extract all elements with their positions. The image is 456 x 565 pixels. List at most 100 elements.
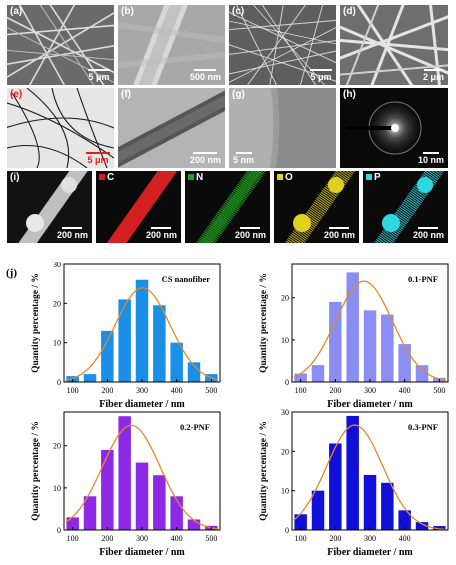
x-tick-label: 500 (205, 386, 217, 395)
x-axis-label: Fiber diameter / nm (327, 547, 413, 558)
y-tick-label: 10 (53, 484, 61, 493)
histogram-bar (135, 462, 149, 530)
eds-fiber-c (106, 171, 178, 243)
y-tick-label: 10 (53, 339, 61, 348)
sem-fiber-b (118, 5, 225, 85)
histogram-bar (363, 310, 377, 382)
scale-bar: 5 nm (233, 152, 254, 165)
eds-map-o: O 200 nm (274, 171, 359, 243)
histogram-bar (101, 330, 114, 382)
chart-title: 0.2-PNF (180, 422, 210, 432)
y-tick-label: 20 (53, 442, 61, 451)
chart-title: CS nanofiber (162, 274, 211, 284)
scale-bar: 5 μm (88, 69, 110, 82)
panel-label: (f) (121, 89, 131, 100)
panel-label: (i) (10, 172, 20, 183)
x-tick-label: 400 (399, 534, 411, 543)
histogram-bar (398, 510, 411, 530)
histogram-bar (153, 475, 166, 530)
scale-bar: 10 nm (418, 152, 444, 165)
y-tick-label: 10 (281, 336, 289, 345)
y-tick-label: 10 (281, 487, 289, 496)
histogram-bar (118, 299, 131, 382)
histogram-bar (118, 416, 131, 530)
gaussian-fit-line (65, 424, 219, 530)
x-tick-label: 400 (171, 386, 183, 395)
y-axis-label: Quantity percentage / % (31, 421, 41, 521)
histogram-bar (170, 496, 183, 530)
y-tick-label: 0 (57, 378, 61, 387)
scale-bar: 5 μm (310, 69, 332, 82)
hrtem-texture-g (229, 88, 280, 168)
histogram-figure: (j) 100 200 300 400 500 0 10 20 30 CS nanofiber Fi… (0, 260, 456, 560)
x-tick-label: 100 (295, 386, 307, 395)
x-tick-label: 500 (433, 386, 445, 395)
x-tick-label: 200 (101, 386, 113, 395)
histogram-bar (83, 374, 97, 382)
scale-bar: 200 nm (235, 227, 266, 240)
histogram-bar (187, 362, 201, 382)
histogram-bar (346, 272, 359, 382)
y-tick-label: 20 (53, 299, 61, 308)
histogram-bar (311, 365, 325, 382)
x-tick-label: 100 (67, 534, 79, 543)
sem-panel-b: (b) 500 nm (118, 5, 225, 85)
panel-label: (g) (232, 89, 245, 100)
histogram-bar (187, 519, 201, 530)
histogram-bar (381, 314, 394, 382)
histogram-bar (415, 522, 429, 530)
histogram-bar (415, 365, 429, 382)
panel-label: (c) (232, 6, 245, 17)
sem-fibers-a (7, 5, 114, 85)
element-label: O (277, 172, 293, 183)
stem-panel-i: (i) 200 nm (7, 171, 92, 243)
x-tick-label: 100 (67, 386, 79, 395)
panel-label: (e) (10, 89, 23, 100)
gaussian-fit-line (293, 424, 447, 531)
tem-fiber-f (118, 90, 225, 168)
x-axis-label: Fiber diameter / nm (327, 399, 413, 410)
histogram-bar (101, 449, 114, 530)
panel-label-j: (j) (6, 267, 17, 279)
tem-panel-e: (e) 5 μm (7, 88, 114, 168)
tem-fibers-e (7, 88, 114, 168)
chart-title: 0.1-PNF (408, 274, 438, 284)
histogram-bar (329, 443, 342, 530)
x-axis-label: Fiber diameter / nm (99, 399, 185, 410)
histogram-bar (363, 474, 377, 530)
histogram-bar (381, 482, 394, 530)
element-label: P (366, 172, 381, 183)
y-axis-label: Quantity percentage / % (259, 273, 269, 373)
eds-map-c: C 200 nm (96, 171, 181, 243)
scale-bar: 200 nm (57, 227, 88, 240)
histogram-bar (170, 342, 183, 382)
y-tick-label: 30 (281, 408, 289, 417)
panel-label: (d) (343, 6, 356, 17)
y-tick-label: 30 (53, 262, 61, 269)
panel-label: (b) (121, 6, 134, 17)
histogram-bar (398, 344, 411, 382)
hrtem-panel-g: (g) 5 nm (229, 88, 336, 168)
histogram-bar (83, 496, 97, 530)
eds-fiber-o (284, 171, 356, 243)
scale-bar: 200 nm (413, 227, 444, 240)
sem-panel-c: (c) 5 μm (229, 5, 336, 85)
histogram-bar (294, 373, 307, 382)
y-axis-label: Quantity percentage / % (31, 273, 41, 373)
x-tick-label: 300 (364, 386, 376, 395)
y-axis-label: Quantity percentage / % (259, 421, 269, 521)
panel-label: (a) (10, 6, 23, 17)
histogram-bar (329, 301, 342, 382)
histogram-bar (66, 517, 79, 530)
sem-fibers-d (340, 5, 448, 85)
x-tick-label: 300 (136, 534, 148, 543)
chart-title: 0.3-PNF (408, 422, 438, 432)
histogram-bar (311, 490, 325, 530)
scale-bar: 2 μm (423, 69, 444, 82)
x-tick-label: 400 (399, 386, 411, 395)
sem-panel-d: (d) 2 μm (340, 5, 448, 85)
y-tick-label: 0 (285, 378, 289, 387)
element-label: C (99, 172, 114, 183)
scale-bar: 200 nm (190, 152, 221, 165)
